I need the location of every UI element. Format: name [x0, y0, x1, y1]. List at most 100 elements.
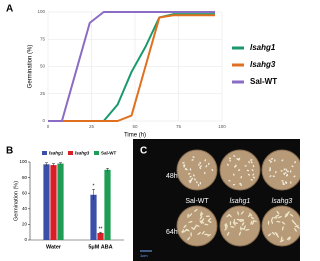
plate — [262, 206, 300, 246]
y-axis-label: Germination (%) — [28, 45, 34, 89]
seed — [243, 225, 246, 230]
seed — [275, 214, 280, 217]
seed — [288, 236, 291, 241]
seed — [204, 159, 207, 162]
seed — [248, 161, 250, 164]
seed — [200, 212, 204, 217]
seed — [271, 231, 276, 236]
seed — [207, 217, 212, 222]
seed — [283, 172, 286, 175]
seed — [267, 220, 270, 225]
seed — [276, 220, 281, 223]
seed — [199, 161, 201, 164]
error-bar — [45, 162, 48, 166]
seed — [250, 178, 253, 181]
x-axis-label: Time (h) — [124, 133, 146, 139]
seed — [250, 216, 255, 220]
seed — [237, 169, 241, 171]
series-line — [48, 13, 216, 122]
plate — [177, 150, 217, 190]
seed — [239, 220, 244, 222]
seed — [247, 173, 251, 176]
seed — [233, 155, 236, 157]
seed — [252, 173, 255, 176]
y-tick-label: 25 — [40, 91, 46, 96]
panel-label: A — [6, 4, 13, 15]
seed — [251, 169, 254, 172]
bar — [50, 165, 57, 240]
y-tick-label: 50 — [40, 64, 46, 69]
seed — [207, 220, 212, 223]
seed — [296, 225, 300, 229]
bar — [90, 194, 97, 240]
seed — [193, 174, 195, 177]
seed — [226, 163, 229, 166]
seed — [199, 182, 202, 185]
seed — [194, 178, 196, 181]
seed — [207, 233, 211, 237]
seed — [228, 179, 231, 182]
seed — [253, 176, 256, 179]
legend-swatch — [42, 151, 47, 155]
seed — [185, 228, 190, 232]
y-tick-label: 100 — [19, 159, 27, 164]
seed — [246, 169, 250, 172]
legend-label: lsahg1 — [49, 150, 64, 155]
seed — [274, 159, 276, 162]
seed — [269, 175, 272, 178]
legend-swatch — [94, 151, 99, 155]
seed — [240, 227, 246, 230]
error-bar — [59, 162, 62, 165]
bar — [104, 169, 111, 240]
seed — [245, 229, 250, 231]
y-tick-label: 60 — [22, 190, 28, 195]
seed — [284, 214, 289, 218]
seed — [272, 175, 275, 177]
plate-rim — [219, 205, 261, 247]
seed — [233, 173, 235, 176]
seed — [183, 164, 186, 166]
plate-rim — [261, 205, 300, 247]
seed — [274, 232, 279, 235]
seed — [226, 214, 230, 218]
genotype-label: Sal-WT — [185, 198, 209, 205]
seed — [273, 217, 278, 219]
seed — [228, 157, 232, 160]
seed — [195, 224, 200, 227]
seed — [274, 171, 277, 174]
seed — [252, 220, 255, 225]
seed — [276, 234, 279, 238]
y-tick-label: 20 — [22, 222, 28, 227]
seed — [269, 169, 272, 172]
seed — [289, 213, 294, 217]
seed — [189, 181, 192, 184]
error-bar — [92, 189, 95, 201]
seed — [269, 167, 271, 170]
seed — [236, 218, 241, 221]
seed — [191, 159, 194, 161]
x-tick-label: 0 — [47, 124, 50, 129]
y-axis-label: Germination (%) — [13, 181, 19, 221]
seed — [252, 164, 255, 168]
seed — [294, 161, 297, 164]
seed — [281, 180, 284, 182]
seed — [271, 216, 274, 221]
seed — [284, 213, 289, 216]
error-bar — [52, 163, 55, 167]
x-tick-label: 5μM ABA — [88, 244, 112, 250]
error-bar — [106, 167, 109, 172]
seed — [191, 226, 195, 231]
seed — [205, 215, 211, 217]
significance-mark: * — [93, 184, 95, 190]
seed — [204, 171, 206, 175]
seed — [240, 226, 242, 231]
seed — [182, 229, 184, 234]
seed — [269, 161, 273, 163]
seed — [211, 168, 214, 172]
seed — [281, 221, 286, 225]
seed — [189, 168, 192, 171]
plate-rim — [176, 149, 218, 191]
seed — [229, 159, 231, 162]
seed — [204, 223, 209, 226]
x-tick-label: Water — [46, 244, 62, 250]
